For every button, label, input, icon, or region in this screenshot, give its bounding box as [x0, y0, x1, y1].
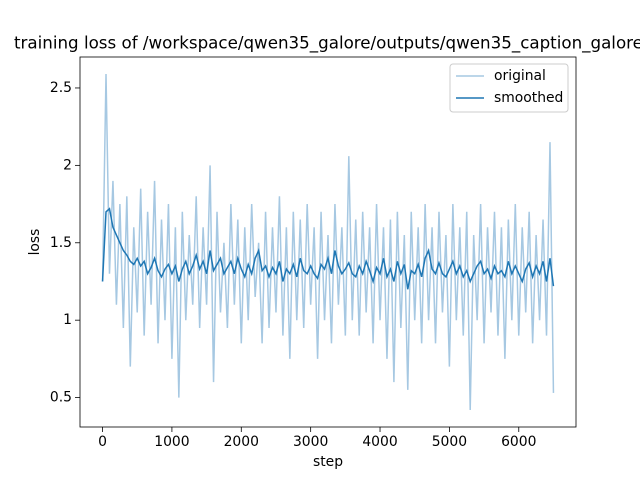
x-tick-label: 0 [98, 434, 107, 450]
x-tick-label: 3000 [293, 434, 328, 450]
x-tick-label: 6000 [501, 434, 536, 450]
plot-frame [79, 56, 577, 428]
x-tick-label: 1000 [154, 434, 189, 450]
y-axis-label: loss [27, 229, 43, 256]
legend-label: original [494, 68, 546, 84]
y-tick-label: 1 [63, 312, 72, 328]
x-tick-label: 2000 [224, 434, 259, 450]
y-tick-label: 2.5 [50, 80, 72, 96]
y-tick-label: 0.5 [50, 390, 72, 406]
y-tick-label: 2 [63, 157, 72, 173]
chart-title: training loss of /workspace/qwen35_galor… [14, 33, 640, 54]
line-series [101, 207, 555, 290]
x-axis-label: step [313, 454, 343, 470]
x-tick-label: 4000 [362, 434, 397, 450]
y-tick-label: 1.5 [50, 235, 72, 251]
line-series [101, 74, 555, 410]
x-tick-label: 5000 [432, 434, 467, 450]
legend-label: smoothed [494, 90, 563, 106]
